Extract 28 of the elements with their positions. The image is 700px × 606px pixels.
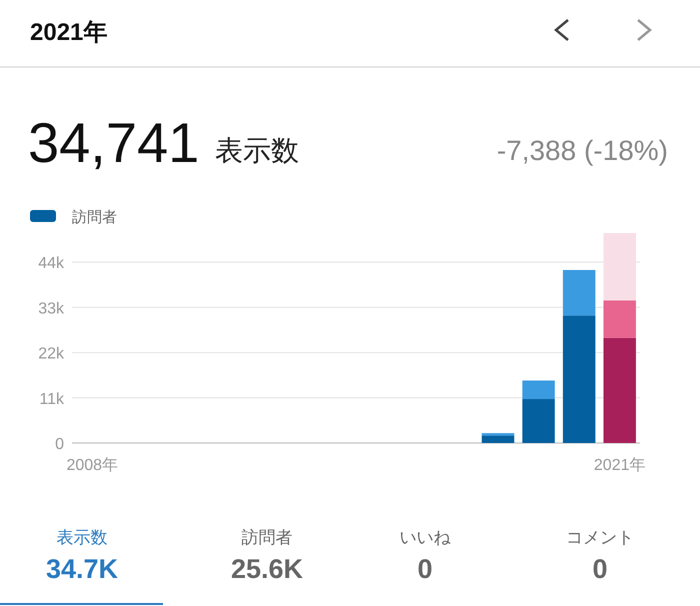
bar (482, 436, 514, 443)
bar (562, 316, 596, 443)
bar (603, 233, 636, 300)
chart-title: 2021年 (30, 19, 108, 46)
text: 34,741 (28, 111, 200, 174)
y-tick-label: 11k (39, 390, 65, 408)
text: -7,388 (-18%) (496, 135, 668, 166)
bar (562, 270, 596, 316)
text: コメント (566, 528, 634, 547)
bar (603, 300, 636, 338)
y-tick-label: 22k (38, 346, 65, 363)
text: いいね (400, 528, 452, 547)
bar (482, 433, 514, 436)
text: 表示数 (215, 135, 299, 166)
text: 0 (592, 554, 608, 584)
text: 訪問者 (242, 528, 292, 547)
text: 表示数 (56, 528, 108, 547)
bar (522, 380, 555, 400)
x-tick-label: 2008年 (66, 457, 118, 474)
legend-label: 訪問者 (72, 209, 117, 226)
y-tick-label: 44k (38, 255, 65, 272)
text: 0 (417, 554, 433, 584)
text: 25.6K (230, 554, 304, 584)
y-tick-label: 0 (55, 436, 64, 453)
text: 34.7K (46, 554, 119, 584)
bar (603, 338, 636, 443)
bar (522, 399, 555, 443)
y-tick-label: 33k (38, 300, 65, 318)
